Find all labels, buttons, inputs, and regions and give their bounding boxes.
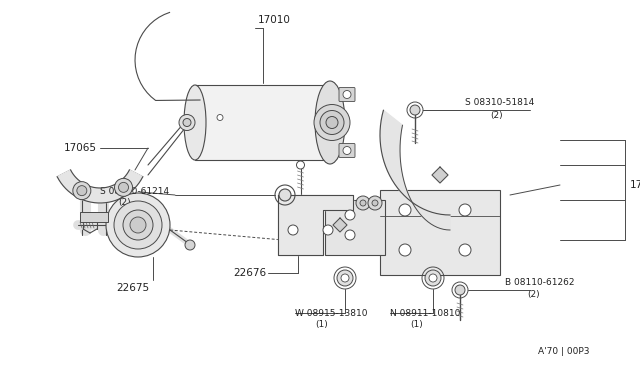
Circle shape	[459, 204, 471, 216]
Circle shape	[410, 105, 420, 115]
Circle shape	[115, 178, 132, 196]
Text: S 08310-61214: S 08310-61214	[100, 186, 169, 196]
Circle shape	[345, 210, 355, 220]
Bar	[195, 85, 330, 160]
Circle shape	[425, 270, 441, 286]
Circle shape	[185, 240, 195, 250]
Circle shape	[341, 274, 349, 282]
Circle shape	[114, 201, 162, 249]
Circle shape	[372, 200, 378, 206]
Text: N 08911-10810: N 08911-10810	[390, 308, 460, 317]
Polygon shape	[333, 218, 347, 232]
Circle shape	[343, 147, 351, 154]
Circle shape	[455, 285, 465, 295]
Circle shape	[360, 200, 366, 206]
Polygon shape	[432, 167, 448, 183]
Polygon shape	[380, 110, 450, 230]
Circle shape	[356, 196, 370, 210]
Polygon shape	[57, 170, 143, 203]
Circle shape	[343, 90, 351, 99]
Text: (2): (2)	[527, 290, 540, 299]
Circle shape	[217, 115, 223, 121]
Text: W 08915-13810: W 08915-13810	[295, 308, 367, 317]
Bar	[380, 190, 500, 275]
Text: (2): (2)	[118, 199, 131, 208]
Circle shape	[279, 189, 291, 201]
Bar	[325, 200, 385, 255]
Text: (1): (1)	[315, 321, 328, 330]
Text: (1): (1)	[410, 321, 423, 330]
Circle shape	[183, 119, 191, 126]
Polygon shape	[278, 195, 353, 255]
Circle shape	[296, 161, 305, 169]
Circle shape	[288, 225, 298, 235]
Circle shape	[73, 182, 91, 200]
Circle shape	[77, 186, 87, 196]
Circle shape	[399, 244, 411, 256]
Circle shape	[118, 182, 129, 192]
Text: 17010: 17010	[258, 15, 291, 25]
FancyBboxPatch shape	[339, 87, 355, 102]
Text: A'70 | 00P3: A'70 | 00P3	[538, 347, 590, 356]
Text: S 08310-51814: S 08310-51814	[465, 98, 534, 107]
Circle shape	[429, 274, 437, 282]
Circle shape	[459, 244, 471, 256]
Circle shape	[337, 270, 353, 286]
Text: (2): (2)	[490, 111, 502, 120]
Circle shape	[179, 115, 195, 131]
Text: B 08110-61262: B 08110-61262	[505, 278, 575, 287]
Text: 17065: 17065	[64, 143, 97, 153]
Ellipse shape	[184, 85, 206, 160]
Ellipse shape	[315, 81, 345, 164]
Circle shape	[314, 105, 350, 141]
Text: 22676: 22676	[233, 268, 266, 278]
Circle shape	[106, 193, 170, 257]
Circle shape	[345, 230, 355, 240]
Circle shape	[130, 217, 146, 233]
Circle shape	[368, 196, 382, 210]
Text: 17012: 17012	[630, 180, 640, 190]
Bar	[80, 212, 108, 222]
Text: 22675: 22675	[116, 283, 149, 293]
Circle shape	[399, 204, 411, 216]
Circle shape	[123, 210, 153, 240]
FancyBboxPatch shape	[339, 144, 355, 157]
Circle shape	[320, 110, 344, 135]
Circle shape	[323, 225, 333, 235]
Circle shape	[326, 116, 338, 128]
